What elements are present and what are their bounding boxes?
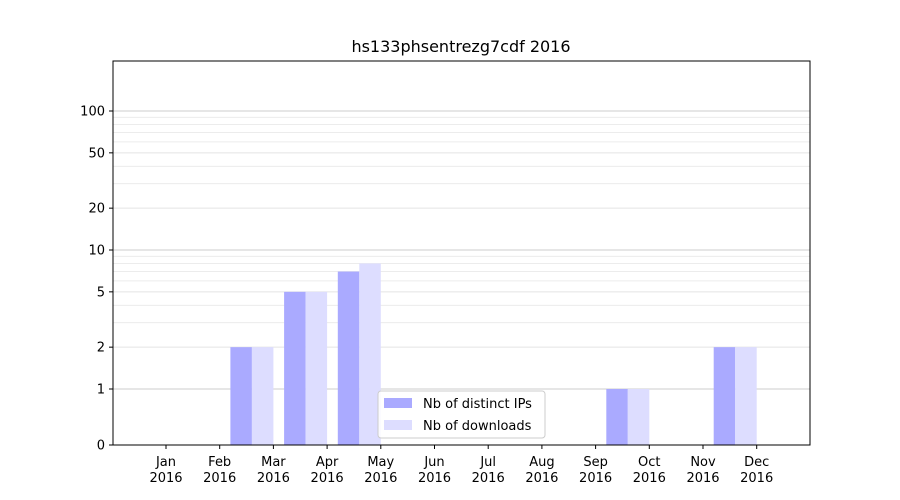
legend-label: Nb of distinct IPs [423, 397, 532, 412]
bar-downloads-feb [251, 347, 274, 445]
y-tick-label: 0 [97, 439, 105, 454]
x-tick-label-month: Dec [744, 455, 769, 470]
bar-distinct-ips-mar [284, 291, 306, 445]
x-tick-label-month: Mar [261, 455, 286, 470]
x-tick-label-year: 2016 [472, 471, 505, 486]
bar-downloads-sep [627, 389, 650, 445]
chart-title: hs133phsentrezg7cdf 2016 [351, 37, 570, 56]
x-tick-label-year: 2016 [740, 471, 773, 486]
x-tick-label-month: Jan [155, 455, 176, 470]
bar-downloads-nov [735, 347, 757, 445]
legend-label: Nb of downloads [423, 419, 532, 434]
legend: Nb of distinct IPs Nb of downloads [377, 390, 546, 439]
y-tick-label: 1 [97, 383, 105, 398]
y-tick-label: 20 [88, 202, 105, 217]
legend-swatch [384, 420, 412, 430]
y-tick-label: 2 [97, 341, 105, 356]
x-tick-label-year: 2016 [311, 471, 344, 486]
x-tick-label-month: Aug [529, 455, 554, 470]
x-tick-label-month: Apr [316, 455, 339, 470]
bar-distinct-ips-apr [337, 271, 360, 445]
legend-box [377, 390, 546, 439]
x-tick-label-year: 2016 [203, 471, 236, 486]
x-axis: Jan2016Feb2016Mar2016Apr2016May2016Jun20… [149, 445, 773, 486]
y-tick-label: 100 [80, 105, 105, 120]
x-tick-label-month: May [367, 455, 394, 470]
y-tick-label: 5 [97, 285, 105, 300]
bar-distinct-ips-feb [230, 347, 252, 445]
x-tick-label-year: 2016 [149, 471, 182, 486]
x-tick-label-year: 2016 [257, 471, 290, 486]
bar-distinct-ips-sep [606, 389, 628, 445]
bars [230, 263, 757, 445]
x-tick-label-month: Oct [638, 455, 660, 470]
x-tick-label-year: 2016 [686, 471, 719, 486]
bar-downloads-mar [305, 291, 328, 445]
x-tick-label-month: Jul [479, 455, 496, 470]
x-tick-label-month: Feb [208, 455, 231, 470]
x-tick-label-month: Jun [423, 455, 444, 470]
x-tick-label-year: 2016 [525, 471, 558, 486]
y-tick-label: 10 [88, 244, 105, 259]
x-tick-label-year: 2016 [364, 471, 397, 486]
x-tick-label-year: 2016 [633, 471, 666, 486]
grid [113, 110, 810, 390]
x-tick-label-year: 2016 [418, 471, 451, 486]
x-tick-label-month: Nov [690, 455, 716, 470]
x-tick-label-year: 2016 [579, 471, 612, 486]
y-axis: 0 1 2 5 10 20 50 100 [80, 105, 113, 454]
y-tick-label: 50 [88, 146, 105, 161]
plot-frame [112, 60, 811, 446]
legend-swatch [384, 398, 412, 408]
bar-distinct-ips-nov [713, 347, 736, 445]
x-tick-label-month: Sep [583, 455, 608, 470]
bar-downloads-apr [359, 263, 381, 445]
